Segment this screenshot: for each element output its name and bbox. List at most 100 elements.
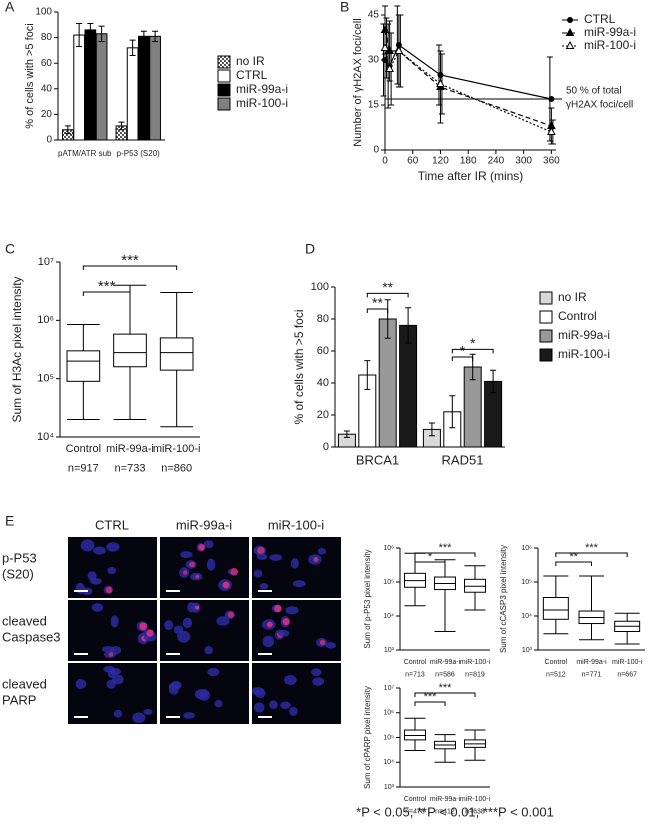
y-axis-label: Sum of p-P53 pixel intensity — [363, 549, 372, 648]
marker — [394, 45, 404, 54]
y-tick-label: 45 — [368, 10, 380, 21]
n-label: n=771 — [582, 671, 602, 678]
y-tick-label: 80 — [317, 313, 329, 325]
nucleus — [91, 603, 104, 612]
nucleus — [180, 551, 193, 558]
x-tick-label: 0 — [382, 156, 388, 167]
whisker — [160, 292, 193, 428]
footnote: *P < 0.05, **P < 0.01, ***P < 0.001 — [356, 804, 554, 819]
legend-label: miR-100-i — [236, 96, 288, 110]
legend-marker — [567, 17, 573, 23]
y-tick-label: 10⁷ — [384, 685, 395, 692]
nucleus — [278, 629, 290, 637]
x-tick-label: p-P53 (S20) — [117, 149, 160, 158]
row-label: cleaved — [2, 613, 47, 628]
y-tick-label: 60 — [41, 58, 53, 69]
nucleus — [107, 566, 117, 575]
x-tick-label: 300 — [515, 156, 532, 167]
n-label: n=478 — [405, 808, 425, 815]
y-tick-label: 10⁶ — [383, 545, 394, 552]
error-bar — [64, 125, 71, 135]
nucleus — [280, 701, 291, 710]
nucleus — [75, 678, 87, 689]
y-tick-label: 10⁵ — [37, 373, 54, 385]
bar — [399, 324, 418, 448]
bar — [84, 29, 97, 141]
y-tick-label: 10³ — [384, 647, 395, 654]
whisker — [579, 575, 604, 641]
nucleus — [103, 665, 116, 673]
legend-label: miR-99a-i — [584, 25, 636, 39]
nucleus — [214, 699, 223, 708]
nucleus — [203, 540, 214, 549]
x-tick-label: 120 — [432, 156, 449, 167]
legend-label: miR-100-i — [584, 38, 636, 52]
stain — [108, 652, 114, 657]
nucleus — [312, 677, 325, 686]
legend-marker — [565, 40, 575, 49]
legend-label: CTRL — [236, 68, 268, 82]
whisker — [543, 575, 569, 635]
stain — [257, 546, 265, 555]
nucleus — [102, 646, 115, 653]
row-label: cleaved — [2, 676, 47, 691]
stain — [313, 557, 319, 563]
nucleus — [325, 642, 337, 649]
nucleus — [253, 569, 263, 578]
x-tick-label: Control — [404, 659, 427, 666]
significance-label: *** — [585, 542, 599, 554]
y-tick-label: 10⁷ — [38, 256, 54, 268]
stain — [282, 618, 290, 626]
box — [404, 729, 426, 741]
nucleus — [93, 546, 106, 555]
panel-label: D — [305, 241, 315, 257]
marker — [385, 63, 394, 72]
significance-bracket — [555, 552, 628, 557]
nucleus — [168, 683, 179, 695]
bar — [73, 34, 85, 141]
x-tick-label: BRCA1 — [356, 452, 399, 467]
significance-bracket — [555, 561, 592, 566]
error-bar — [129, 39, 136, 57]
x-tick-label: Control — [545, 659, 568, 666]
legend-label: CTRL — [584, 12, 616, 26]
stain — [195, 574, 200, 579]
y-tick-label: 40 — [41, 83, 53, 94]
whisker — [434, 734, 456, 763]
y-tick-label: 10⁴ — [383, 759, 394, 766]
n-label: n=733 — [115, 463, 146, 475]
x-tick-label: Control — [404, 796, 427, 803]
significance-bracket — [414, 701, 446, 706]
significance-bracket — [414, 561, 446, 566]
y-tick-label: 15 — [368, 100, 380, 111]
panel-label: C — [5, 241, 15, 257]
y-axis-label: % of cells with >5 foci — [292, 309, 306, 424]
nucleus — [164, 620, 174, 631]
y-tick-label: 10⁴ — [521, 613, 532, 620]
error-bar — [152, 30, 159, 42]
stain — [189, 561, 195, 568]
panel-label: A — [5, 0, 15, 15]
stain — [230, 567, 238, 576]
n-label: n=586 — [435, 671, 455, 678]
legend-label: miR-100-i — [558, 347, 610, 361]
x-tick-label: 60 — [407, 156, 419, 167]
legend-swatch — [539, 310, 553, 324]
whisker — [67, 323, 100, 420]
nucleus — [254, 688, 266, 698]
legend-label: no IR — [236, 54, 265, 68]
y-tick-label: 10⁵ — [521, 579, 532, 586]
y-tick-label: 10⁵ — [383, 734, 394, 741]
error-bar — [384, 299, 391, 339]
legend-swatch — [539, 291, 553, 305]
nucleus — [106, 542, 120, 552]
y-tick-label: 30 — [368, 55, 380, 66]
y-tick-label: 60 — [317, 345, 329, 357]
nucleus — [132, 712, 146, 723]
legend-swatch — [217, 69, 231, 83]
whisker — [464, 565, 486, 611]
line — [384, 29, 552, 127]
micrograph — [160, 600, 249, 661]
n-label: n=819 — [465, 671, 485, 678]
y-tick-label: 40 — [317, 377, 329, 389]
